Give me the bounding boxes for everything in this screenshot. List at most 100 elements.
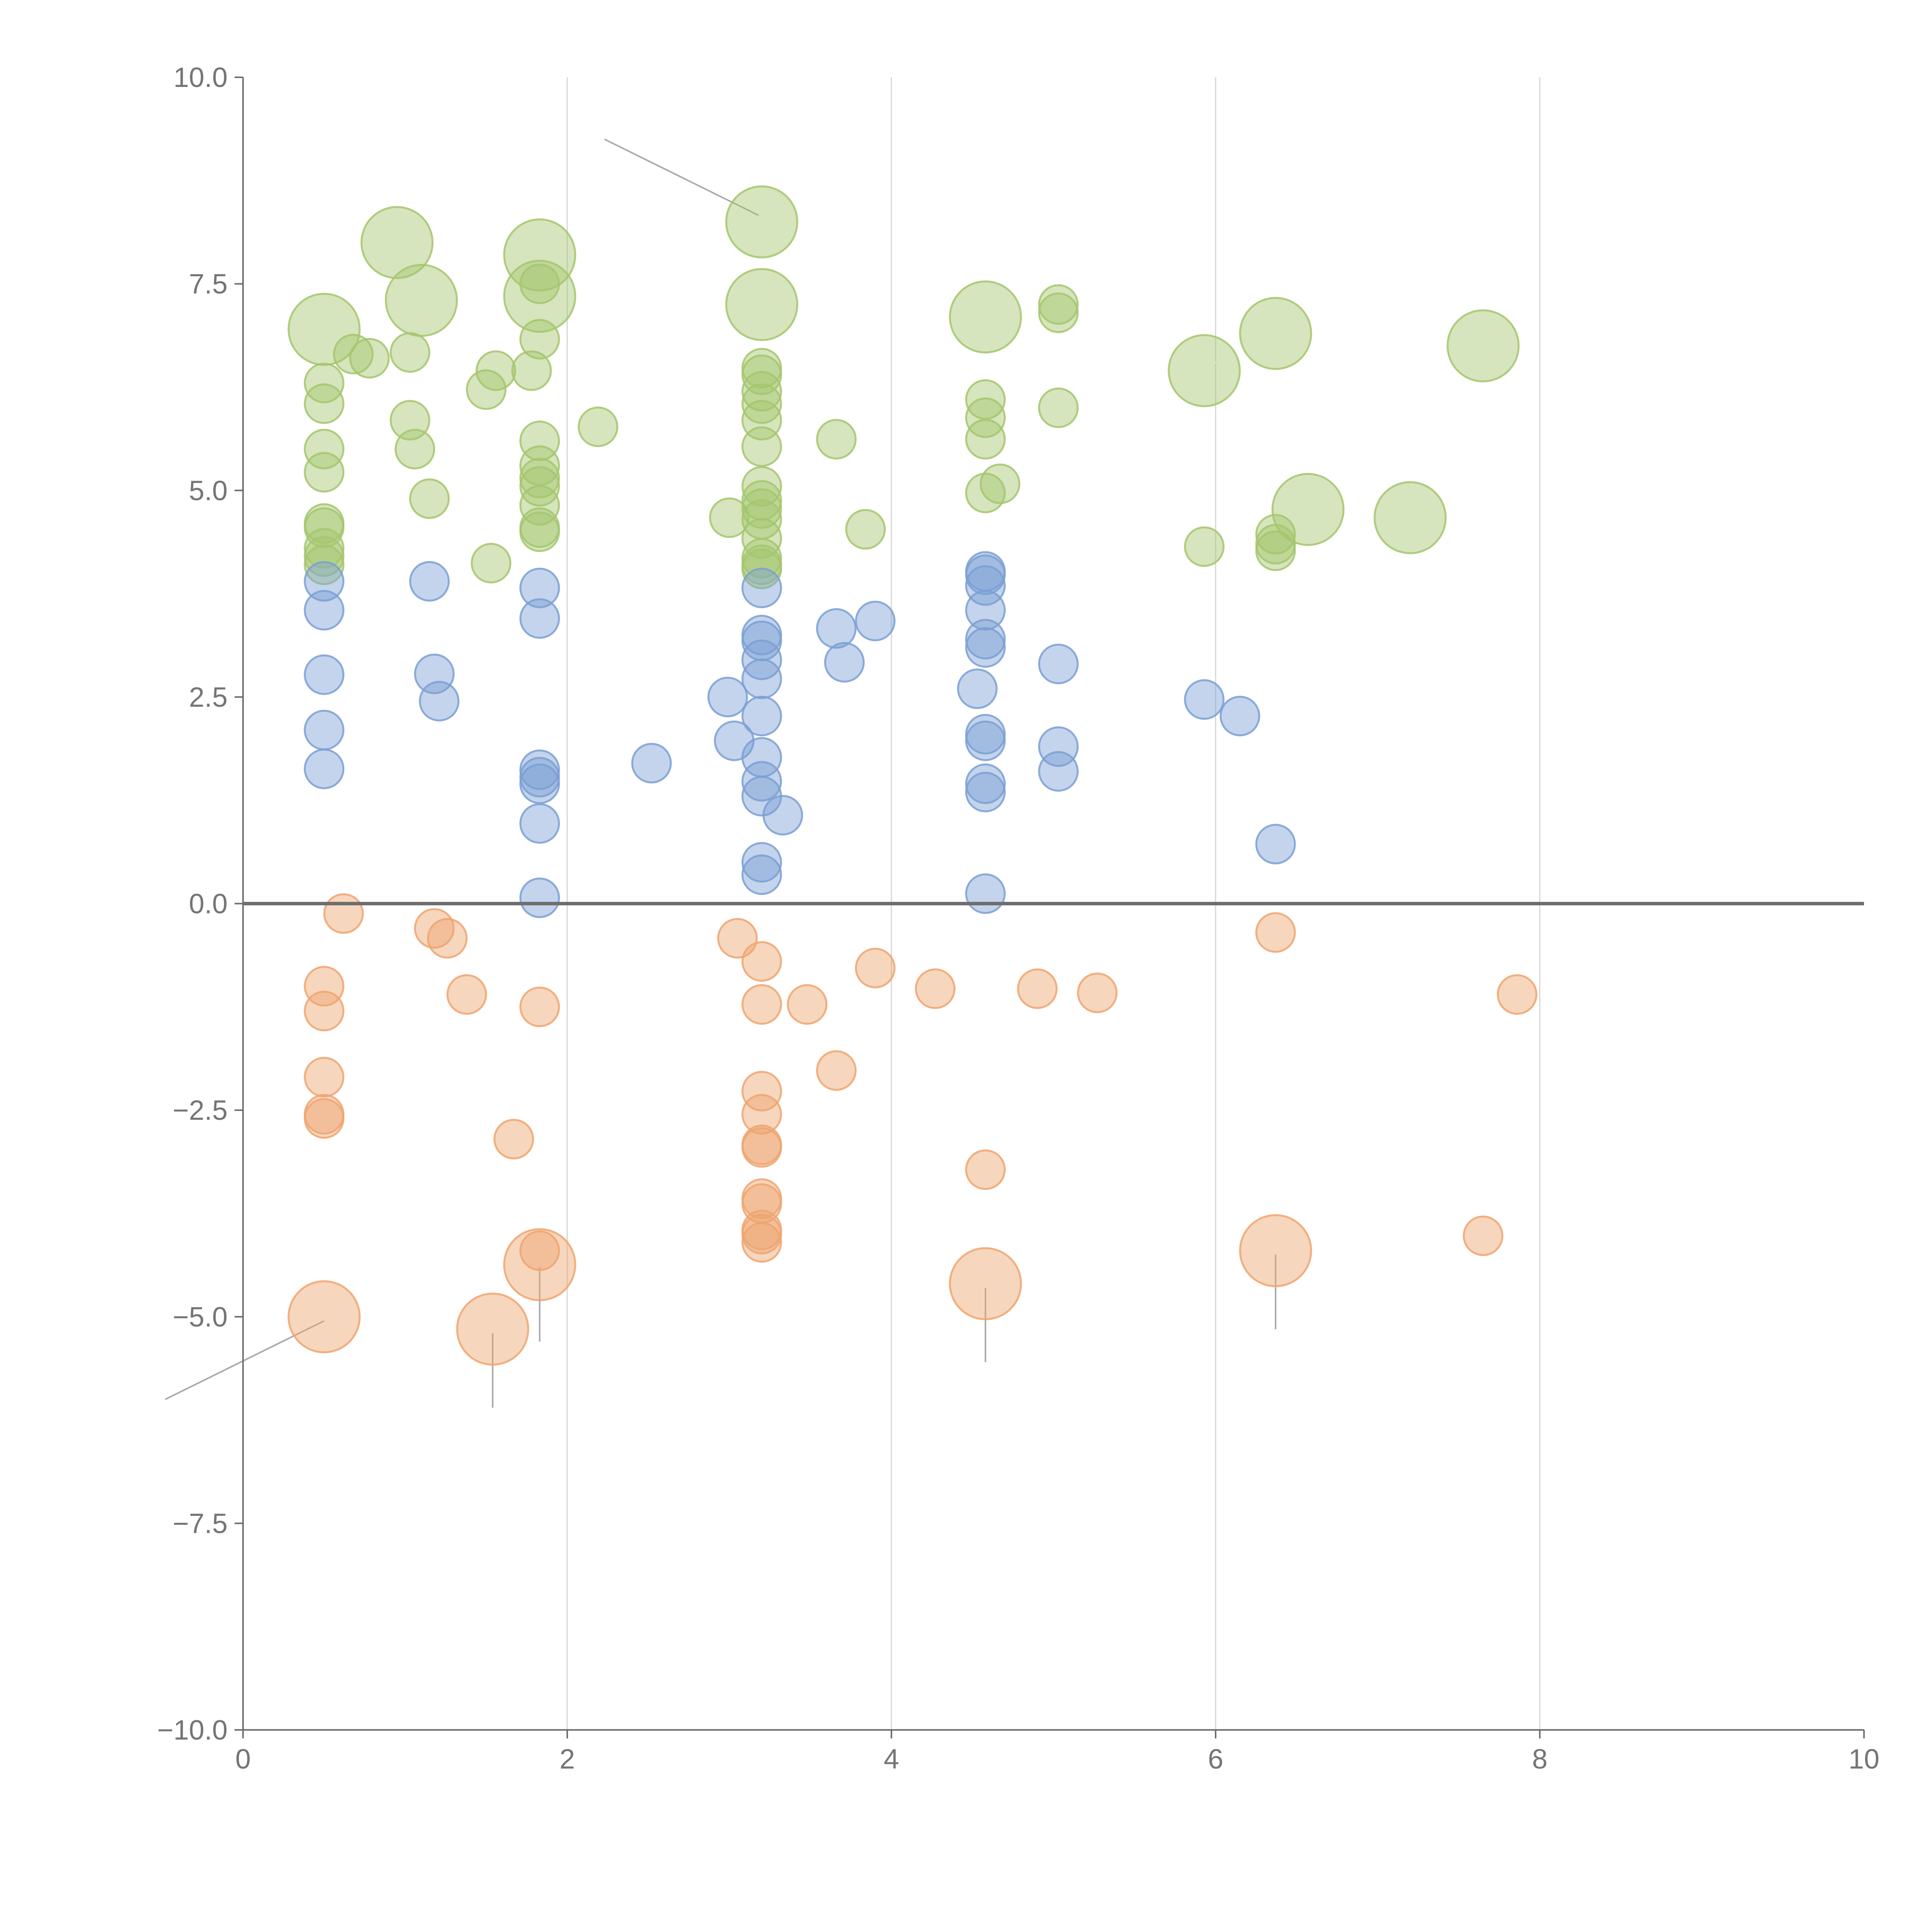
blue-point-44 bbox=[965, 772, 1006, 813]
green-point-30 bbox=[471, 543, 512, 583]
green-point-20 bbox=[304, 528, 345, 569]
annotation-leaders bbox=[165, 138, 1499, 1408]
orange-point-12 bbox=[304, 1057, 345, 1098]
green-point-21 bbox=[304, 536, 345, 577]
green-point-9 bbox=[1168, 334, 1241, 407]
y-tick-label: 10.0 bbox=[173, 62, 228, 93]
green-point-4 bbox=[503, 218, 577, 292]
blue-point-45 bbox=[965, 873, 1006, 914]
green-point-12 bbox=[1373, 481, 1447, 554]
green-point-59 bbox=[845, 509, 886, 550]
green-point-6 bbox=[725, 185, 798, 259]
blue-point-40 bbox=[965, 627, 1006, 668]
bubble-highlight-10 bbox=[1259, 321, 1292, 348]
blue-point-23 bbox=[741, 658, 782, 699]
orange-point-5 bbox=[1239, 1214, 1312, 1287]
blue-point-49 bbox=[1184, 679, 1225, 720]
bubble-highlight-4 bbox=[524, 243, 556, 269]
blue-point-50 bbox=[1219, 696, 1260, 736]
green-point-65 bbox=[1038, 284, 1079, 325]
green-point-66 bbox=[1038, 293, 1079, 333]
green-point-31 bbox=[475, 350, 516, 391]
y-tick-label: −5.0 bbox=[173, 1302, 228, 1333]
green-point-67 bbox=[1038, 387, 1079, 428]
blue-point-51 bbox=[1255, 824, 1296, 864]
orange-point-32 bbox=[855, 947, 896, 988]
green-point-71 bbox=[1255, 530, 1296, 571]
green-point-64 bbox=[980, 463, 1020, 504]
green-point-14 bbox=[304, 362, 345, 403]
blue-point-2 bbox=[304, 590, 345, 631]
blue-point-26 bbox=[741, 761, 782, 802]
blue-point-38 bbox=[965, 590, 1006, 631]
blue-point-10 bbox=[519, 598, 560, 639]
green-point-47 bbox=[741, 383, 782, 424]
y-tick-label: −2.5 bbox=[173, 1095, 228, 1126]
blue-point-13 bbox=[519, 763, 560, 804]
orange-point-37 bbox=[1255, 912, 1296, 953]
x-tick-label: 8 bbox=[1532, 1744, 1548, 1775]
orange-point-20 bbox=[741, 984, 782, 1025]
green-point-28 bbox=[409, 478, 450, 519]
x-tick-label: 0 bbox=[235, 1744, 251, 1775]
green-point-58 bbox=[816, 419, 857, 460]
orange-point-9 bbox=[446, 974, 487, 1015]
x-tick-label: 4 bbox=[884, 1744, 899, 1775]
green-point-24 bbox=[349, 338, 390, 379]
blue-point-34 bbox=[957, 668, 998, 709]
bubble-highlight-8 bbox=[969, 304, 1002, 331]
y-tick-label: 5.0 bbox=[189, 475, 228, 506]
green-point-13 bbox=[1446, 309, 1520, 383]
green-point-11 bbox=[1271, 473, 1345, 546]
blue-point-15 bbox=[519, 878, 560, 918]
blue-point-37 bbox=[965, 565, 1006, 606]
blue-point-48 bbox=[1038, 751, 1079, 792]
blue-point-32 bbox=[824, 642, 865, 683]
orange-point-30 bbox=[741, 1222, 782, 1263]
blue-point-42 bbox=[965, 720, 1006, 761]
green-point-34 bbox=[519, 319, 560, 360]
green-point-8 bbox=[949, 280, 1022, 354]
green-point-25 bbox=[389, 332, 430, 373]
green-point-23 bbox=[333, 333, 374, 374]
green-point-50 bbox=[741, 466, 782, 507]
green-point-43 bbox=[709, 497, 750, 538]
green-point-32 bbox=[511, 350, 552, 391]
orange-point-38 bbox=[1463, 1215, 1503, 1256]
green-point-10 bbox=[1239, 297, 1312, 370]
y-tick-label: −10.0 bbox=[157, 1715, 228, 1746]
green-point-46 bbox=[741, 371, 782, 412]
blue-point-16 bbox=[631, 743, 672, 784]
green-point-60 bbox=[965, 379, 1006, 420]
green-point-29 bbox=[466, 369, 507, 410]
green-point-22 bbox=[304, 544, 345, 585]
bubble-highlight-1 bbox=[308, 317, 340, 344]
orange-point-34 bbox=[965, 1149, 1006, 1190]
orange-point-2 bbox=[456, 1293, 529, 1366]
orange-point-14 bbox=[304, 1098, 345, 1139]
green-point-27 bbox=[395, 429, 435, 469]
orange-point-22 bbox=[741, 1071, 782, 1112]
green-point-49 bbox=[741, 426, 782, 467]
bubble-highlight-11 bbox=[1292, 497, 1324, 524]
x-tick-label: 2 bbox=[560, 1744, 575, 1775]
blue-point-17 bbox=[707, 677, 748, 718]
orange-point-8 bbox=[427, 918, 468, 959]
green-point-62 bbox=[965, 419, 1006, 460]
blue-point-33 bbox=[855, 600, 896, 641]
orange-point-10 bbox=[304, 966, 345, 1007]
axes bbox=[235, 77, 1865, 1738]
green-point-69 bbox=[1255, 514, 1296, 555]
orange-point-31 bbox=[816, 1050, 857, 1091]
orange-point-29 bbox=[741, 1214, 782, 1255]
orange-point-17 bbox=[519, 1230, 560, 1271]
green-point-1 bbox=[287, 293, 361, 366]
orange-point-39 bbox=[1497, 974, 1537, 1015]
orange-point-16 bbox=[519, 986, 560, 1027]
blue-point-14 bbox=[519, 803, 560, 844]
leader-line-2 bbox=[165, 1320, 325, 1400]
green-point-2 bbox=[361, 206, 434, 279]
y-tick-label: 2.5 bbox=[189, 682, 228, 713]
